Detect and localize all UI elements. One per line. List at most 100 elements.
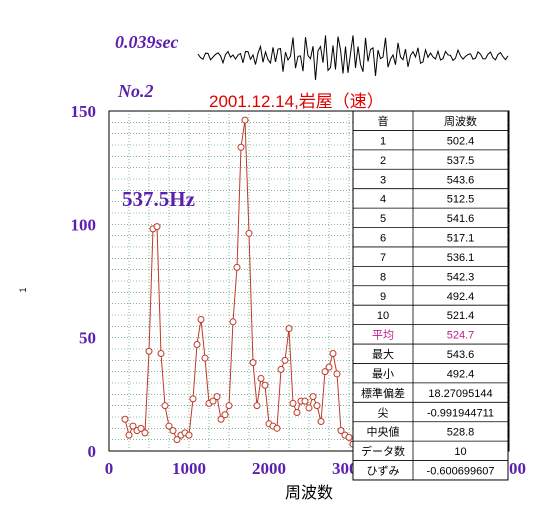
- table-value-cell: 543.6: [447, 349, 475, 361]
- table-value-cell: 512.5: [447, 194, 475, 206]
- table-value-cell: 18.27095144: [428, 388, 492, 400]
- table-value-cell: 537.5: [447, 155, 475, 167]
- frequency-table: 音 周波数 1 502.4 2 537.5 3 543.6 4 512.5 5 541.6 6 517.1…: [352, 110, 509, 481]
- y-tick-label: 50: [79, 329, 96, 348]
- data-point: [253, 402, 261, 410]
- data-point: [293, 408, 301, 416]
- data-point: [277, 365, 285, 373]
- table-label-cell: 5: [380, 213, 386, 225]
- table-label-cell: 10: [377, 310, 389, 322]
- table-value-cell: -0.600699607: [427, 466, 495, 478]
- data-point: [337, 427, 345, 435]
- table-value-cell: 10: [454, 446, 466, 458]
- table-value-cell: 542.3: [447, 271, 475, 283]
- table-header-cell: 周波数: [444, 115, 477, 128]
- table-value-cell: 536.1: [447, 252, 475, 264]
- data-point: [273, 424, 281, 432]
- table-label-cell: 9: [380, 291, 386, 303]
- data-point: [261, 381, 269, 389]
- data-point: [321, 368, 329, 376]
- table-border: [352, 110, 509, 481]
- x-tick-label: 2000: [252, 459, 286, 478]
- data-point: [209, 397, 217, 405]
- table-value-cell: 521.4: [447, 310, 475, 322]
- table-label-cell: 8: [380, 271, 386, 283]
- table-value-cell: 502.4: [447, 135, 475, 147]
- y-tick-label: 0: [88, 442, 97, 461]
- data-point: [145, 347, 153, 355]
- record-label: No.2: [117, 81, 154, 101]
- data-point: [233, 263, 241, 271]
- data-point: [325, 363, 333, 371]
- data-point: [305, 404, 313, 412]
- table-label-cell: 2: [380, 155, 386, 167]
- table-label-cell: 1: [380, 135, 386, 147]
- data-point: [329, 350, 337, 358]
- table-label-cell: 6: [380, 233, 386, 245]
- series-markers: [121, 116, 357, 448]
- data-point: [245, 229, 253, 237]
- table-label-cell: 平均: [372, 329, 394, 342]
- table-value-cell: -0.991944711: [427, 407, 494, 419]
- table-value-cell: 524.7: [447, 330, 475, 342]
- table-label-cell: 3: [380, 174, 386, 186]
- data-point: [289, 399, 297, 407]
- data-point: [281, 356, 289, 364]
- data-point: [169, 427, 177, 435]
- peak-annotation: 537.5Hz: [122, 187, 195, 211]
- table-label-cell: データ数: [361, 444, 405, 458]
- data-point: [229, 318, 237, 326]
- data-point: [121, 415, 129, 423]
- data-point: [137, 424, 145, 432]
- table-label-cell: ひずみ: [367, 465, 400, 478]
- y-tick-label: 100: [71, 215, 97, 234]
- data-point: [141, 429, 149, 437]
- data-point: [193, 340, 201, 348]
- data-point: [333, 370, 341, 378]
- data-point: [201, 354, 209, 362]
- data-point: [129, 422, 137, 430]
- y-axis-label: 1: [18, 287, 28, 292]
- data-point: [153, 223, 161, 231]
- data-point: [165, 422, 173, 430]
- table-value-cell: 543.6: [447, 174, 475, 186]
- table-label-cell: 最大: [372, 347, 394, 361]
- waveform-trace: [197, 35, 509, 80]
- data-point: [189, 395, 197, 403]
- data-point: [161, 402, 169, 410]
- data-point: [249, 359, 257, 367]
- data-point: [157, 350, 165, 358]
- table-value-cell: 541.6: [447, 213, 475, 225]
- data-point: [257, 374, 265, 382]
- data-point: [317, 418, 325, 426]
- data-point: [345, 433, 353, 441]
- data-point: [213, 393, 221, 401]
- data-point: [313, 402, 321, 410]
- table-value-cell: 492.4: [447, 368, 475, 380]
- data-point: [225, 402, 233, 410]
- table-label-cell: 標準偏差: [361, 386, 405, 400]
- y-tick-label: 150: [71, 102, 97, 121]
- chart-title: 2001.12.14,岩屋（速）: [209, 92, 384, 111]
- data-point: [125, 431, 133, 439]
- table-label-cell: 最小: [372, 367, 394, 380]
- duration-label: 0.039sec: [115, 32, 178, 52]
- table-value-cell: 517.1: [447, 233, 475, 245]
- table-header-cell: 音: [378, 114, 389, 128]
- table-label-cell: 4: [380, 194, 386, 206]
- data-point: [237, 143, 245, 151]
- data-point: [197, 316, 205, 324]
- table-label-cell: 7: [380, 252, 386, 264]
- data-point: [285, 325, 293, 333]
- table-value-cell: 492.4: [447, 291, 475, 303]
- data-point: [309, 393, 317, 401]
- table-label-cell: 尖: [378, 406, 389, 419]
- y-axis-ticks: 0 50 100 150: [71, 102, 97, 461]
- data-point: [301, 397, 309, 405]
- series-line: [124, 120, 354, 445]
- data-point: [217, 415, 225, 423]
- data-point: [221, 411, 229, 419]
- x-tick-label: 1000: [172, 459, 206, 478]
- x-axis-label: 周波数: [285, 484, 333, 502]
